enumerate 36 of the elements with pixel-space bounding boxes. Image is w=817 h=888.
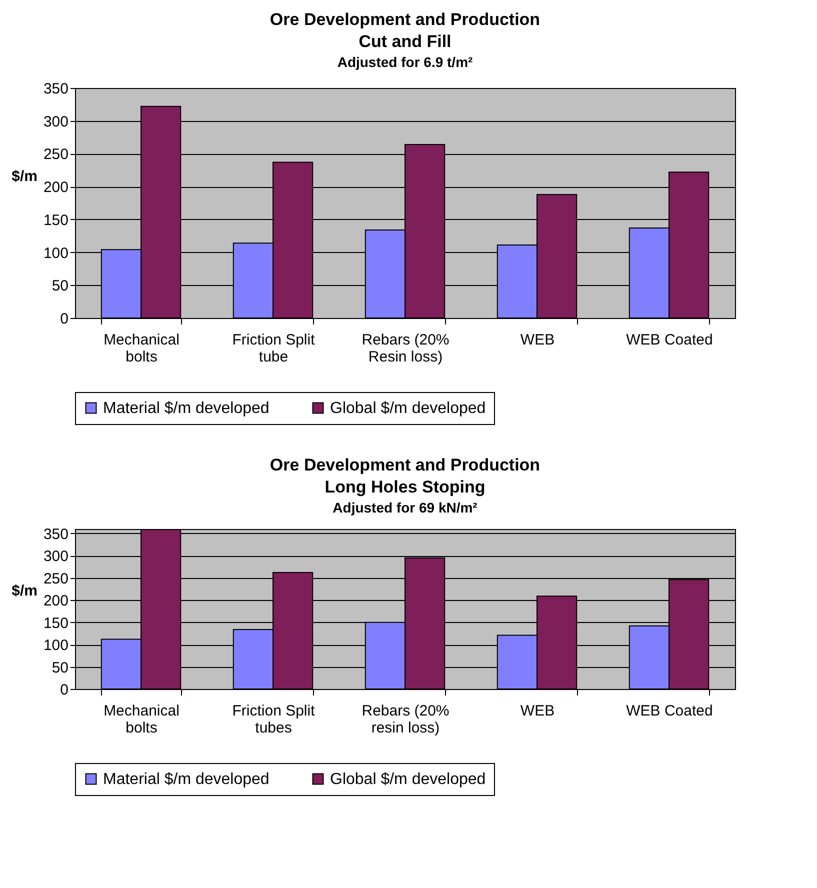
y-tick-label: 100 bbox=[43, 637, 68, 654]
chart-title: Ore Development and Production Cut and Fill bbox=[270, 10, 540, 51]
x-tick-label: Rebars (20% Resin loss) bbox=[362, 332, 450, 366]
legend-label: Material $/m developed bbox=[103, 771, 270, 788]
y-tick-label: 300 bbox=[43, 113, 68, 130]
x-tick-label: Mechanical bolts bbox=[104, 332, 180, 366]
y-tick-label: 0 bbox=[60, 310, 68, 328]
legend-label: Global $/m developed bbox=[330, 771, 486, 788]
legend-label: Material $/m developed bbox=[103, 400, 270, 417]
chart-title: Ore Development and Production Long Holes Stoping bbox=[270, 455, 540, 496]
y-tick-label: 300 bbox=[43, 548, 68, 566]
y-tick-label: 0 bbox=[60, 682, 68, 698]
y-tick-label: 100 bbox=[43, 244, 68, 262]
x-tick-label: WEB bbox=[520, 332, 555, 348]
y-axis-title: $/m bbox=[12, 168, 38, 185]
y-tick-label: 50 bbox=[52, 278, 68, 295]
x-tick-label: WEB Coated bbox=[626, 332, 713, 348]
y-tick-label: 250 bbox=[43, 146, 68, 164]
x-tick-label: Mechanical bolts bbox=[104, 702, 180, 736]
x-tick-label: WEB bbox=[520, 702, 555, 720]
y-tick-label: 150 bbox=[43, 614, 68, 632]
chart-subtitle: Adjusted for 6.9 t/m² bbox=[337, 54, 474, 70]
chart-subtitle: Adjusted for 69 kN/m² bbox=[332, 499, 478, 516]
x-tick-label: Rebars (20% resin loss) bbox=[362, 702, 450, 736]
y-tick-label: 350 bbox=[43, 526, 68, 543]
y-axis-title: $/m bbox=[12, 582, 38, 600]
x-tick-label: WEB Coated bbox=[626, 702, 713, 720]
legend-label: Global $/m developed bbox=[330, 400, 486, 417]
y-tick-label: 250 bbox=[43, 570, 68, 588]
y-tick-label: 200 bbox=[43, 179, 68, 196]
y-tick-label: 200 bbox=[43, 592, 68, 610]
y-tick-label: 50 bbox=[52, 659, 68, 676]
x-tick-label: Friction Split tube bbox=[232, 332, 316, 366]
y-tick-label: 350 bbox=[43, 80, 68, 98]
x-tick-label: Friction Split tubes bbox=[232, 702, 316, 736]
y-tick-label: 150 bbox=[43, 212, 68, 229]
